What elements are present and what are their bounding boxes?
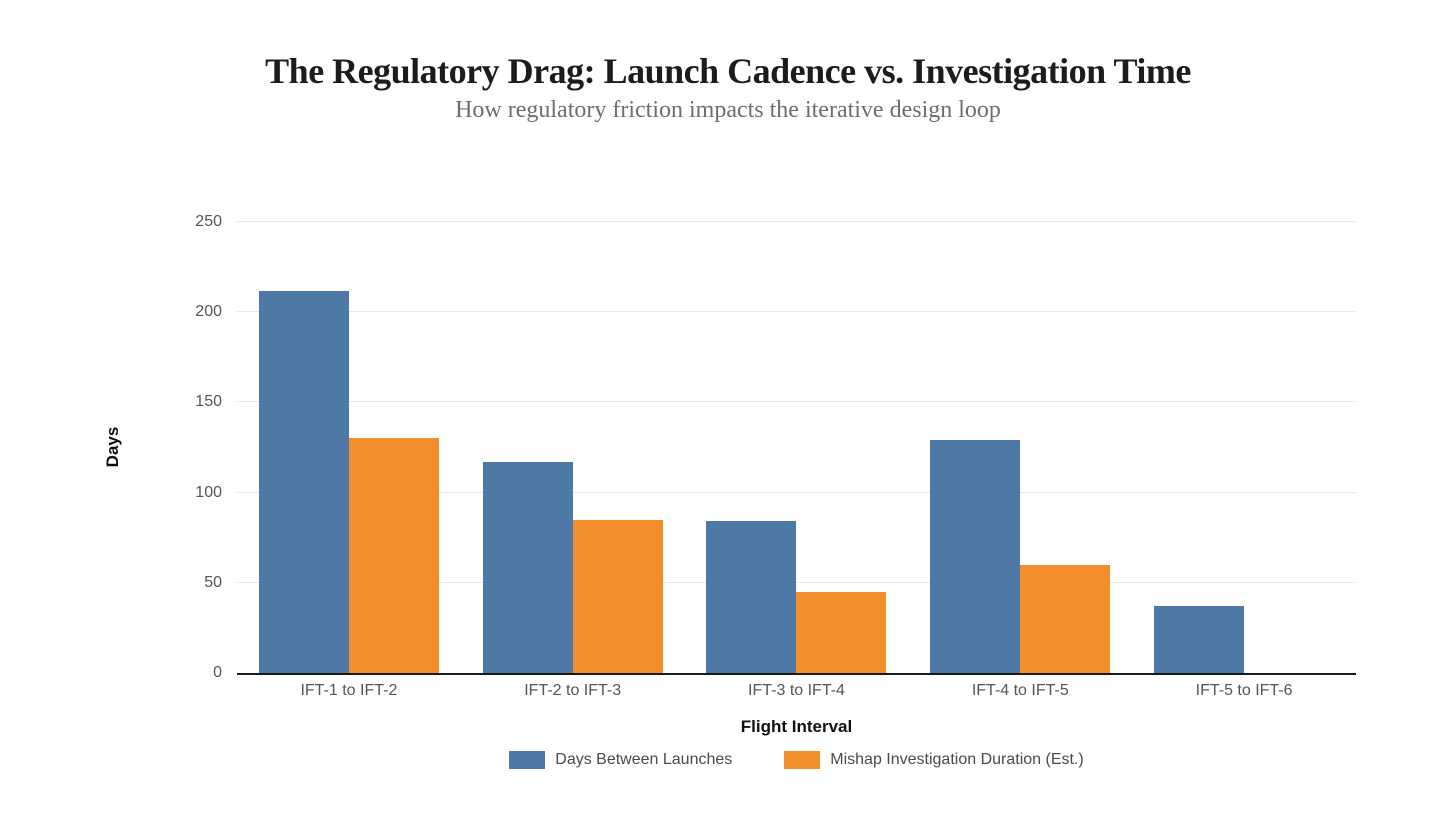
y-axis-label: Days — [103, 426, 122, 468]
x-axis-label: Flight Interval — [740, 717, 853, 736]
legend-label: Days Between Launches — [555, 751, 733, 768]
chart-subtitle: How regulatory friction impacts the iter… — [455, 97, 1001, 123]
y-tick-label: 200 — [195, 303, 222, 321]
bar — [258, 290, 349, 673]
gridline — [237, 401, 1356, 403]
legend-item: Days Between Launches — [509, 751, 732, 769]
legend-swatch — [784, 751, 821, 769]
bar-group — [237, 222, 461, 673]
bar-group — [685, 222, 909, 673]
gridline — [237, 311, 1356, 313]
legend-swatch — [509, 751, 546, 769]
bar — [1154, 606, 1245, 673]
bar — [930, 440, 1021, 673]
bar — [572, 519, 663, 673]
x-tick-label: IFT-3 to IFT-4 — [748, 682, 845, 699]
legend: Days Between Launches Mishap Investigatio… — [237, 751, 1356, 769]
bar-group — [1132, 222, 1356, 673]
bar-group — [461, 222, 685, 673]
y-tick-label: 50 — [204, 573, 222, 591]
y-tick-label: 0 — [213, 664, 222, 681]
gridline — [237, 581, 1356, 583]
gridline — [237, 221, 1356, 222]
chart-title: The Regulatory Drag: Launch Cadence vs. … — [265, 51, 1191, 91]
bar — [706, 521, 797, 673]
legend-item: Mishap Investigation Duration (Est.) — [784, 751, 1084, 769]
bar — [1020, 564, 1111, 673]
bar — [482, 461, 573, 673]
x-tick-label: IFT-5 to IFT-6 — [1195, 682, 1293, 699]
plot-area — [237, 221, 1356, 675]
y-tick-label: 150 — [195, 393, 222, 411]
gridline — [237, 491, 1356, 493]
legend-label: Mishap Investigation Duration (Est.) — [830, 751, 1084, 768]
y-axis-tick-labels: 0 50 100 150 200 250 — [150, 213, 222, 681]
y-tick-label: 100 — [195, 483, 222, 501]
bar — [348, 438, 439, 673]
x-axis-tick-labels: IFT-1 to IFT-2 IFT-2 to IFT-3 IFT-3 to IFT… — [237, 682, 1356, 700]
y-tick-label: 250 — [195, 213, 222, 230]
x-tick-label: IFT-4 to IFT-5 — [971, 682, 1069, 699]
x-tick-label: IFT-1 to IFT-2 — [300, 682, 398, 699]
bar — [796, 591, 887, 673]
x-tick-label: IFT-2 to IFT-3 — [524, 682, 622, 699]
bar-group — [908, 222, 1132, 673]
